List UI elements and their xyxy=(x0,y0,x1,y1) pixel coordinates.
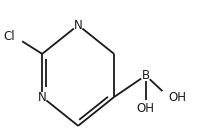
Text: B: B xyxy=(142,69,150,82)
Text: N: N xyxy=(74,19,83,32)
Text: Cl: Cl xyxy=(3,30,15,43)
Text: OH: OH xyxy=(169,91,187,104)
Text: N: N xyxy=(38,91,47,104)
Text: OH: OH xyxy=(137,102,155,115)
